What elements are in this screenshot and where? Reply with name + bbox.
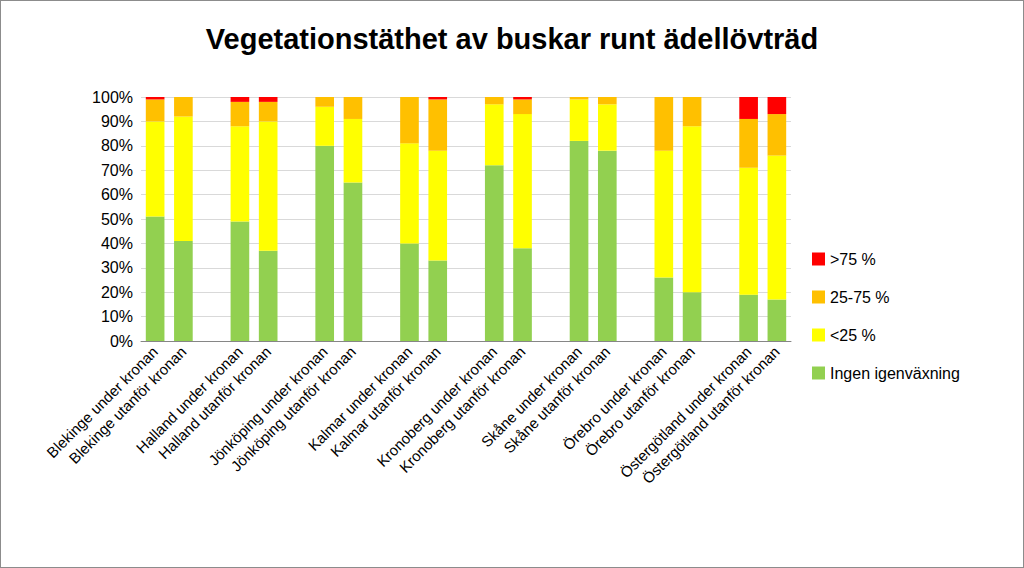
svg-text:Blekinge under kronan: Blekinge under kronan [43,343,162,461]
svg-text:Blekinge utanför kronan: Blekinge utanför kronan [65,343,190,467]
svg-text:Halland utanför kronan: Halland utanför kronan [155,343,275,463]
svg-text:Kronoberg utanför kronan: Kronoberg utanför kronan [395,343,529,476]
svg-text:Jönköping utanför kronan: Jönköping utanför kronan [227,343,359,475]
svg-text:10%: 10% [101,308,133,325]
svg-text:Skåne under kronan: Skåne under kronan [477,343,586,451]
svg-text:<25 %: <25 % [830,327,876,344]
svg-text:20%: 20% [101,284,133,301]
svg-text:Kronoberg under kronan: Kronoberg under kronan [373,343,500,470]
svg-text:60%: 60% [101,186,133,203]
svg-text:25-75 %: 25-75 % [830,289,890,306]
svg-text:Östergötland under kronan: Östergötland under kronan [617,343,755,481]
svg-text:Halland under kronan: Halland under kronan [132,343,246,457]
svg-text:Kalmar utanför kronan: Kalmar utanför kronan [326,343,444,460]
svg-text:Vegetationstäthet av buskar ru: Vegetationstäthet av buskar runt ädellöv… [206,23,818,55]
svg-text:30%: 30% [101,259,133,276]
svg-text:90%: 90% [101,113,133,130]
svg-text:Jönköping under kronan: Jönköping under kronan [205,343,331,469]
svg-text:Kalmar under kronan: Kalmar under kronan [304,343,416,454]
svg-text:100%: 100% [92,89,133,106]
svg-text:Örebro utanför kronan: Örebro utanför kronan [581,343,699,460]
svg-text:Skåne utanför kronan: Skåne utanför kronan [500,343,614,457]
svg-text:50%: 50% [101,211,133,228]
svg-text:0%: 0% [110,333,133,350]
svg-text:Örebro under kronan: Örebro under kronan [559,343,670,454]
svg-text:Östergötland utanför kronan: Östergötland utanför kronan [639,343,783,487]
svg-text:70%: 70% [101,162,133,179]
svg-text:Ingen igenväxning: Ingen igenväxning [830,365,960,382]
svg-text:80%: 80% [101,137,133,154]
svg-text:40%: 40% [101,235,133,252]
svg-text:>75 %: >75 % [830,251,876,268]
